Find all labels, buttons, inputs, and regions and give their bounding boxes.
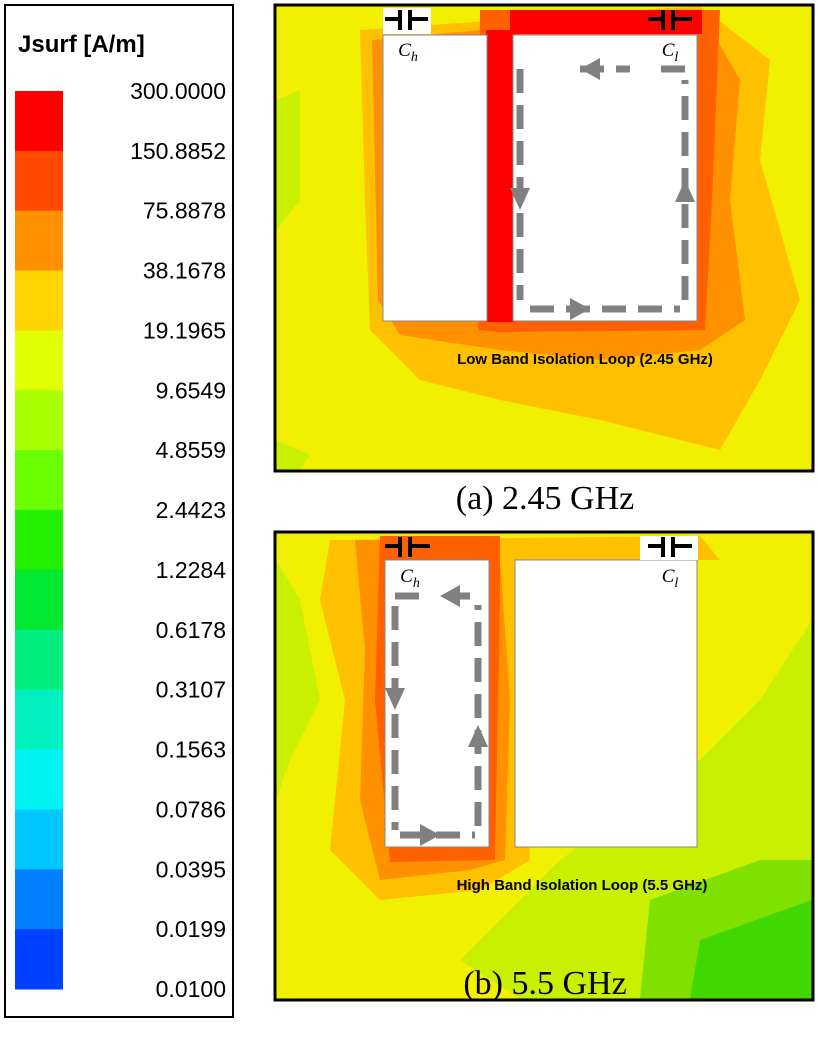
loop-label: Low Band Isolation Loop (2.45 GHz)	[457, 351, 713, 368]
capacitor-symbol: C	[398, 40, 411, 61]
legend-labels: 300.0000 150.8852 75.8878 38.1678 19.1965 9.6…	[130, 78, 226, 1002]
legend-label: 9.6549	[156, 377, 226, 403]
legend-label: 0.6178	[156, 617, 226, 643]
capacitor-subscript: h	[413, 576, 420, 591]
capacitor-subscript: l	[674, 50, 678, 65]
color-scale	[15, 91, 63, 990]
color-band	[15, 330, 63, 391]
legend-label: 150.8852	[130, 138, 226, 164]
capacitor-label: Ch	[398, 40, 418, 65]
color-band	[15, 629, 63, 691]
capacitor-label: Cl	[662, 566, 679, 591]
color-band	[15, 450, 63, 511]
legend-label: 38.1678	[143, 258, 226, 284]
loop-label: High Band Isolation Loop (5.5 GHz)	[457, 877, 708, 894]
capacitor-subscript: l	[674, 576, 678, 591]
legend-label: 19.1965	[143, 317, 226, 343]
legend-label: 4.8559	[156, 437, 226, 463]
legend-label: 1.2284	[156, 557, 227, 583]
legend-label: 300.0000	[130, 78, 226, 104]
color-band	[15, 869, 63, 930]
legend-label: 0.3107	[156, 677, 226, 703]
legend-label: 75.8878	[143, 198, 226, 224]
panel-caption: (b) 5.5 GHz	[463, 965, 626, 1002]
color-band	[15, 210, 63, 272]
color-band	[15, 150, 63, 212]
color-band	[15, 390, 63, 451]
legend-label: 0.0100	[156, 976, 226, 1002]
legend-title: Jsurf [A/m]	[18, 31, 145, 58]
color-band	[15, 809, 63, 870]
capacitor-symbol: C	[662, 40, 675, 61]
capacitor-label: Ch	[400, 566, 420, 591]
color-band	[15, 270, 63, 331]
legend-label: 2.4423	[156, 497, 226, 523]
capacitor-label: Cl	[662, 40, 679, 65]
panel-b-text: (b) 5.5 GHz High Band Isolation Loop (5.5…	[400, 566, 707, 1002]
color-band	[15, 569, 63, 631]
capacitor-subscript: h	[411, 50, 418, 65]
legend-label: 0.0395	[156, 856, 226, 882]
color-band	[15, 689, 63, 751]
panel-caption: (a) 2.45 GHz	[456, 480, 634, 517]
legend-label: 0.0199	[156, 916, 226, 942]
legend-label: 0.0786	[156, 796, 226, 822]
capacitor-symbol: C	[662, 566, 675, 587]
color-band	[15, 929, 63, 990]
capacitor-symbol: C	[400, 566, 413, 587]
color-band	[15, 749, 63, 810]
panel-a	[273, 3, 815, 473]
color-band	[15, 91, 63, 152]
panel-b	[273, 530, 815, 1002]
color-band	[15, 510, 63, 571]
legend-label: 0.1563	[156, 737, 226, 763]
panel-a-text: (a) 2.45 GHz Low Band Isolation Loop (2.4…	[398, 40, 713, 517]
